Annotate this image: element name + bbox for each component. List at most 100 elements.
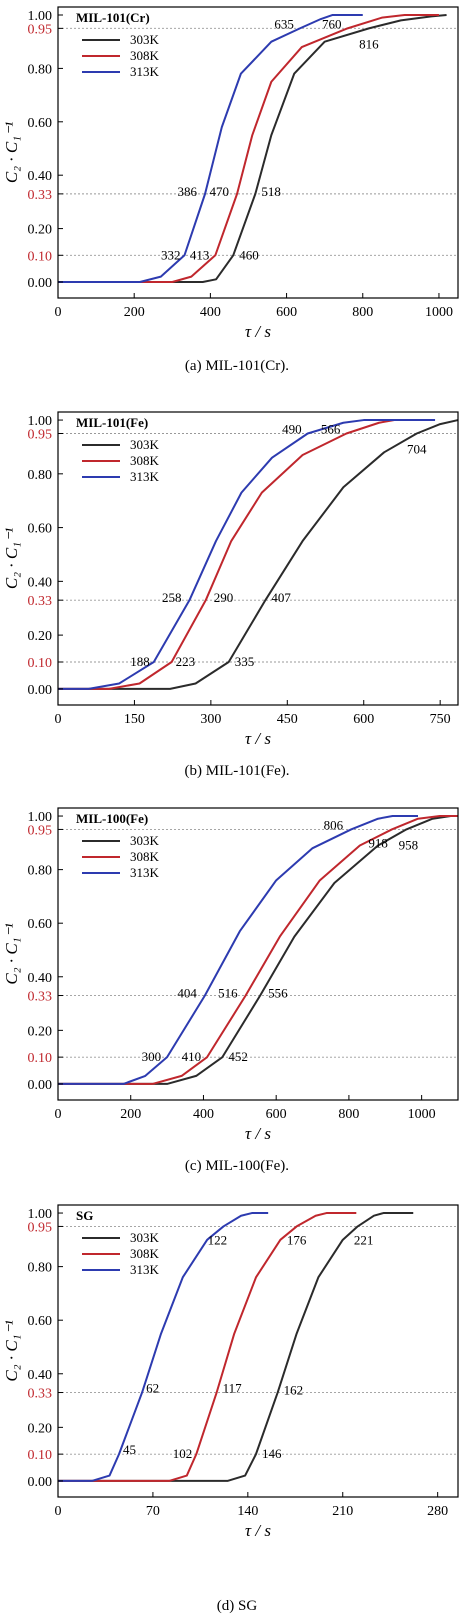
y-tick-label: 0.33 [28, 990, 53, 1005]
point-label: 556 [268, 986, 288, 1001]
point-label: 413 [190, 247, 210, 262]
y-tick-label: 1.00 [28, 810, 53, 825]
point-label: 816 [359, 36, 379, 51]
y-tick-label: 0.33 [28, 188, 53, 203]
point-label: 122 [208, 1232, 228, 1247]
y-tick-label: 0.33 [28, 594, 53, 609]
point-label: 386 [178, 184, 198, 199]
x-axis-title: τ / s [245, 1521, 271, 1540]
legend-label-303K: 303K [130, 833, 160, 848]
x-tick-label: 140 [237, 1504, 258, 1519]
point-label: 404 [177, 986, 197, 1001]
point-label: 102 [173, 1446, 193, 1461]
x-tick-label: 200 [120, 1107, 141, 1122]
y-tick-label: 0.10 [28, 249, 53, 264]
y-tick-label: 0.60 [28, 522, 53, 537]
y-tick-label: 1.00 [28, 1207, 53, 1222]
x-tick-label: 400 [200, 305, 221, 320]
point-label: 332 [161, 247, 181, 262]
x-axis-title: τ / s [245, 729, 271, 748]
y-tick-label: 0.00 [28, 1475, 53, 1490]
point-label: 176 [287, 1232, 307, 1247]
series-line-303K [58, 1212, 414, 1482]
series-line-303K [58, 419, 459, 690]
y-tick-label: 0.60 [28, 917, 53, 932]
legend-label-313K: 313K [130, 865, 160, 880]
series-line-313K [58, 14, 363, 283]
y-tick-label: 0.10 [28, 656, 53, 671]
x-tick-label: 280 [427, 1504, 448, 1519]
point-label: 470 [210, 184, 230, 199]
y-tick-label: 0.40 [28, 971, 53, 986]
x-tick-label: 0 [55, 305, 62, 320]
x-tick-label: 1000 [408, 1107, 436, 1122]
y-tick-label: 0.60 [28, 1314, 53, 1329]
series-line-313K [58, 815, 418, 1085]
y-tick-label: 0.95 [28, 22, 53, 37]
x-tick-label: 0 [55, 1504, 62, 1519]
y-tick-label: 0.20 [28, 1024, 53, 1039]
x-tick-label: 750 [430, 712, 451, 727]
y-tick-label: 0.40 [28, 575, 53, 590]
y-tick-label: 0.95 [28, 1220, 53, 1235]
y-tick-label: 0.40 [28, 1368, 53, 1383]
y-tick-label: 0.20 [28, 629, 53, 644]
point-label: 566 [321, 422, 341, 437]
point-label: 335 [235, 654, 255, 669]
y-axis-title: C₂ · C₁⁻¹ [2, 528, 21, 589]
series-line-308K [58, 14, 439, 283]
x-tick-label: 600 [266, 1107, 287, 1122]
y-axis-title: C₂ · C₁⁻¹ [2, 122, 21, 183]
series-line-303K [58, 14, 447, 283]
figure-caption: (b) MIL-101(Fe). [185, 763, 290, 779]
point-label: 806 [324, 817, 344, 832]
point-label: 407 [271, 590, 291, 605]
point-label: 221 [354, 1232, 374, 1247]
chart-panel: 0 150 300 450 600 750 0.00 0.10 0.20 0.33 0.40 0.60… [2, 411, 459, 779]
y-tick-label: 0.80 [28, 864, 53, 879]
legend-label-308K: 308K [130, 48, 160, 63]
figure-caption: (c) MIL-100(Fe). [185, 1158, 289, 1174]
y-tick-label: 0.00 [28, 276, 53, 291]
series-line-308K [58, 815, 458, 1085]
legend-label-313K: 313K [130, 469, 160, 484]
x-tick-label: 400 [193, 1107, 214, 1122]
y-tick-label: 0.95 [28, 823, 53, 838]
legend-label-303K: 303K [130, 32, 160, 47]
y-tick-label: 0.33 [28, 1387, 53, 1402]
chart-panel: 0 200 400 600 800 1000 0.00 0.10 0.20 0.33 0.40 0.6… [2, 6, 459, 374]
y-tick-label: 0.20 [28, 1421, 53, 1436]
point-label: 45 [123, 1442, 136, 1457]
point-label: 223 [176, 654, 196, 669]
x-axis-title: τ / s [245, 1124, 271, 1143]
legend-title: MIL-101(Cr) [76, 10, 150, 25]
legend-title: MIL-101(Fe) [76, 415, 148, 430]
figure-caption: (a) MIL-101(Cr). [185, 358, 289, 374]
y-tick-label: 0.80 [28, 1261, 53, 1276]
plot-frame [57, 807, 459, 1101]
x-tick-label: 0 [55, 712, 62, 727]
legend-title: SG [76, 1208, 93, 1223]
x-tick-label: 150 [124, 712, 145, 727]
x-tick-label: 450 [277, 712, 298, 727]
point-label: 62 [146, 1381, 159, 1396]
point-label: 258 [162, 590, 182, 605]
y-tick-label: 0.60 [28, 116, 53, 131]
y-tick-label: 0.20 [28, 223, 53, 238]
y-tick-label: 0.10 [28, 1051, 53, 1066]
y-tick-label: 0.40 [28, 169, 53, 184]
x-tick-label: 200 [124, 305, 145, 320]
y-axis-title: C₂ · C₁⁻¹ [2, 1320, 21, 1381]
x-tick-label: 800 [352, 305, 373, 320]
point-label: 188 [130, 654, 150, 669]
series-line-313K [58, 419, 436, 690]
point-label: 635 [274, 16, 294, 31]
point-label: 452 [228, 1049, 248, 1064]
x-tick-label: 800 [338, 1107, 359, 1122]
y-tick-label: 1.00 [28, 9, 53, 24]
point-label: 518 [261, 184, 281, 199]
x-tick-label: 600 [353, 712, 374, 727]
y-axis-title: C₂ · C₁⁻¹ [2, 923, 21, 984]
x-tick-label: 210 [332, 1504, 353, 1519]
